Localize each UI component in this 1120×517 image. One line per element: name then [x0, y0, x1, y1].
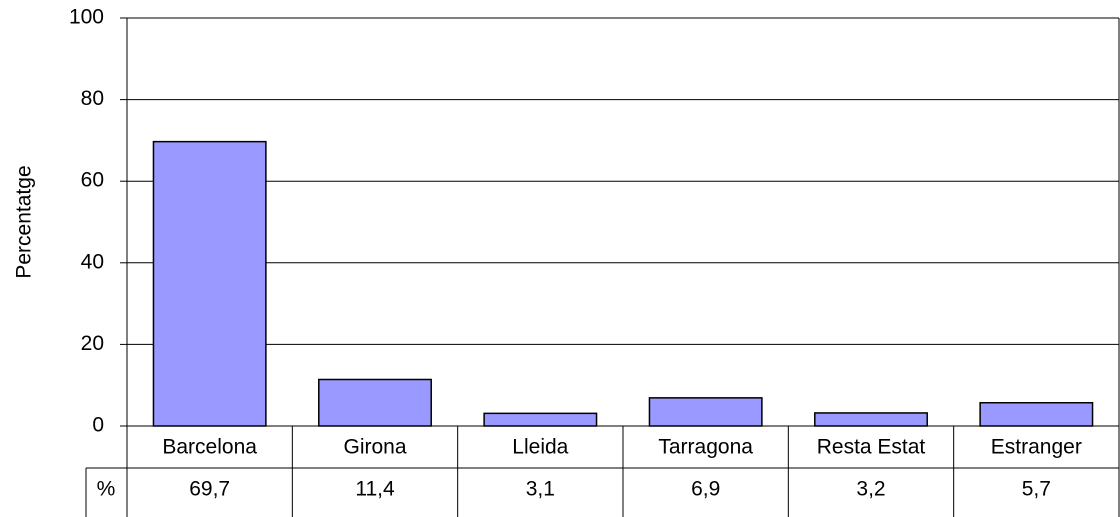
x-tick-label: Barcelona: [162, 436, 257, 459]
bar: [318, 378, 432, 427]
x-tick-label: Estranger: [991, 436, 1082, 459]
y-tick-label: 60: [81, 169, 104, 192]
y-tick-label: 0: [92, 414, 104, 437]
bar: [979, 401, 1094, 427]
value-label: 6,9: [691, 478, 720, 501]
bar: [483, 412, 598, 427]
value-label: 3,1: [526, 478, 555, 501]
bar: [814, 412, 928, 427]
y-axis-label: Percentatge: [13, 165, 36, 278]
y-tick-label: 20: [81, 332, 104, 355]
x-tick-label: Tarragona: [658, 436, 753, 459]
value-label: 11,4: [355, 478, 395, 501]
table-row-label: %: [97, 478, 116, 501]
bar: [648, 397, 763, 427]
y-tick-label: 100: [69, 6, 104, 29]
y-tick-label: 80: [81, 87, 104, 110]
value-label: 5,7: [1022, 478, 1051, 501]
x-tick-label: Girona: [343, 436, 406, 459]
x-tick-label: Resta Estat: [817, 436, 926, 459]
bar: [152, 140, 267, 427]
y-tick-label: 40: [81, 250, 104, 273]
value-label: 69,7: [189, 478, 230, 501]
x-tick-label: Lleida: [512, 436, 568, 459]
value-label: 3,2: [856, 478, 885, 501]
